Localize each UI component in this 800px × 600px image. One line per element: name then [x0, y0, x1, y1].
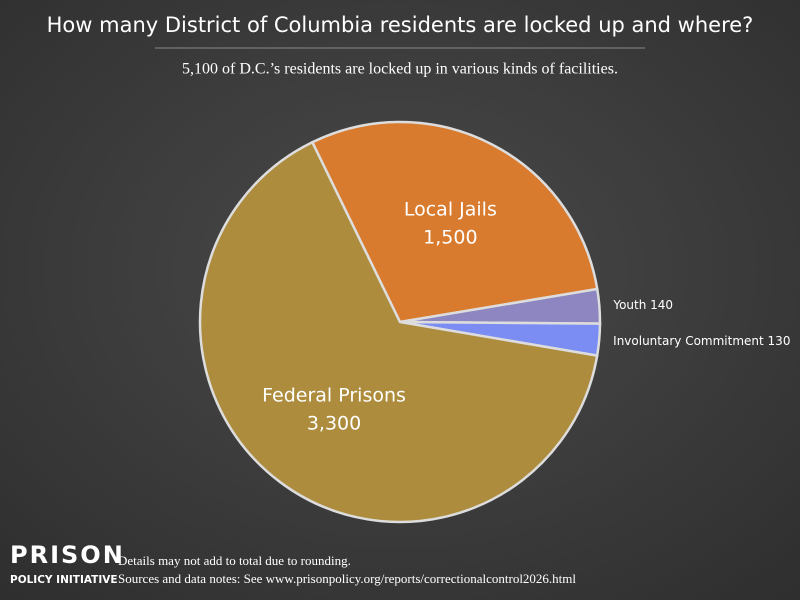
- pie-slice: [310, 120, 599, 324]
- pie: Local Jails 1,500 Youth 140 Involuntary Com…: [198, 120, 790, 524]
- slice-value: 3,300: [307, 413, 361, 435]
- chart-title: How many District of Columbia residents …: [47, 13, 754, 37]
- slice-value: 1,500: [423, 227, 477, 249]
- slice-value: 140: [650, 298, 673, 312]
- logo-bottom: POLICY INITIATIVE: [10, 574, 118, 586]
- chart-subtitle: 5,100 of D.C.’s residents are locked up …: [182, 61, 618, 78]
- slice-value: 130: [768, 333, 791, 347]
- slice-label-name: Involuntary Commitment: [613, 333, 764, 347]
- sources: Sources and data notes: See www.prisonpo…: [118, 571, 576, 586]
- slice-label-name: Youth: [612, 298, 646, 312]
- pie-slice: [198, 140, 599, 524]
- logo-top: PRISON: [10, 541, 125, 569]
- slice-label: Local Jails: [404, 199, 497, 221]
- slice-label: Youth 140: [612, 298, 673, 312]
- slice-label: Federal Prisons: [262, 385, 406, 407]
- slice-label: Involuntary Commitment 130: [613, 333, 790, 347]
- footnote: Details may not add to total due to roun…: [118, 553, 351, 568]
